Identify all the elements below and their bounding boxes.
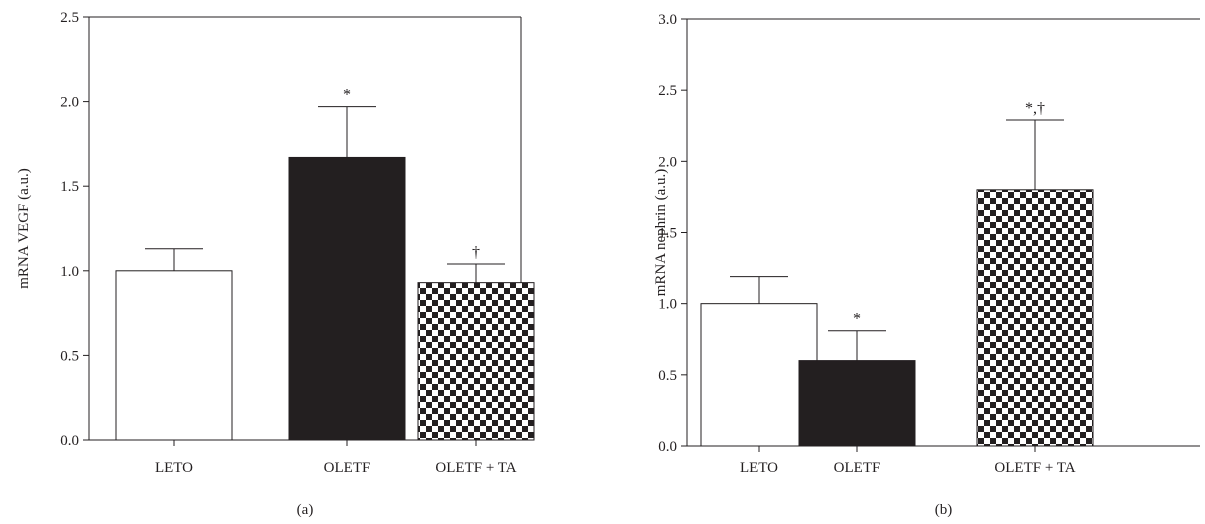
- panel-label: (b): [935, 502, 953, 518]
- y-tick-label: 3.0: [658, 12, 677, 28]
- x-category-label: LETO: [740, 460, 778, 476]
- bar-leto: [115, 270, 233, 441]
- bar-oletf-ta: [417, 282, 535, 441]
- y-tick-label: 2.5: [60, 10, 79, 26]
- x-category-label: OLETF + TA: [994, 460, 1075, 476]
- y-tick-label: 0.5: [658, 368, 677, 384]
- y-tick-label: 2.0: [658, 154, 677, 170]
- significance-label: *: [853, 311, 861, 328]
- significance-label: *,†: [1025, 100, 1045, 117]
- x-category-label: LETO: [155, 460, 193, 476]
- y-tick-label: 0.0: [658, 439, 677, 455]
- y-tick-label: 1.0: [658, 297, 677, 313]
- y-tick-label: 2.0: [60, 95, 79, 111]
- y-tick-label: 0.0: [60, 433, 79, 449]
- y-tick-label: 1.0: [60, 264, 79, 280]
- y-tick-label: 2.5: [658, 83, 677, 99]
- chart-panel-b: 0.0 0.5 1.0 1.5 2.0 2.5 3.0 mRNA nephrin (a.u.)…: [653, 12, 1200, 518]
- x-category-label: OLETF: [324, 460, 371, 476]
- x-category-label: OLETF: [834, 460, 881, 476]
- y-tick-label: 1.5: [60, 179, 79, 195]
- bar-oletf-ta: [976, 189, 1094, 447]
- y-axis-title: mRNA nephrin (a.u.): [653, 169, 669, 296]
- y-tick-label: 1.5: [658, 226, 677, 242]
- bar-leto: [700, 303, 818, 447]
- panel-label: (a): [297, 502, 314, 518]
- significance-label: *: [343, 87, 351, 104]
- bar-oletf: [798, 360, 916, 447]
- significance-label: †: [472, 244, 480, 261]
- chart-panel-a: 0.0 0.5 1.0 1.5 2.0 2.5 mRNA VEGF (a.u.) LETO * O…: [16, 10, 535, 518]
- y-tick-label: 0.5: [60, 348, 79, 364]
- x-category-label: OLETF + TA: [435, 460, 516, 476]
- y-axis-title: mRNA VEGF (a.u.): [16, 168, 32, 289]
- bar-oletf: [288, 156, 406, 441]
